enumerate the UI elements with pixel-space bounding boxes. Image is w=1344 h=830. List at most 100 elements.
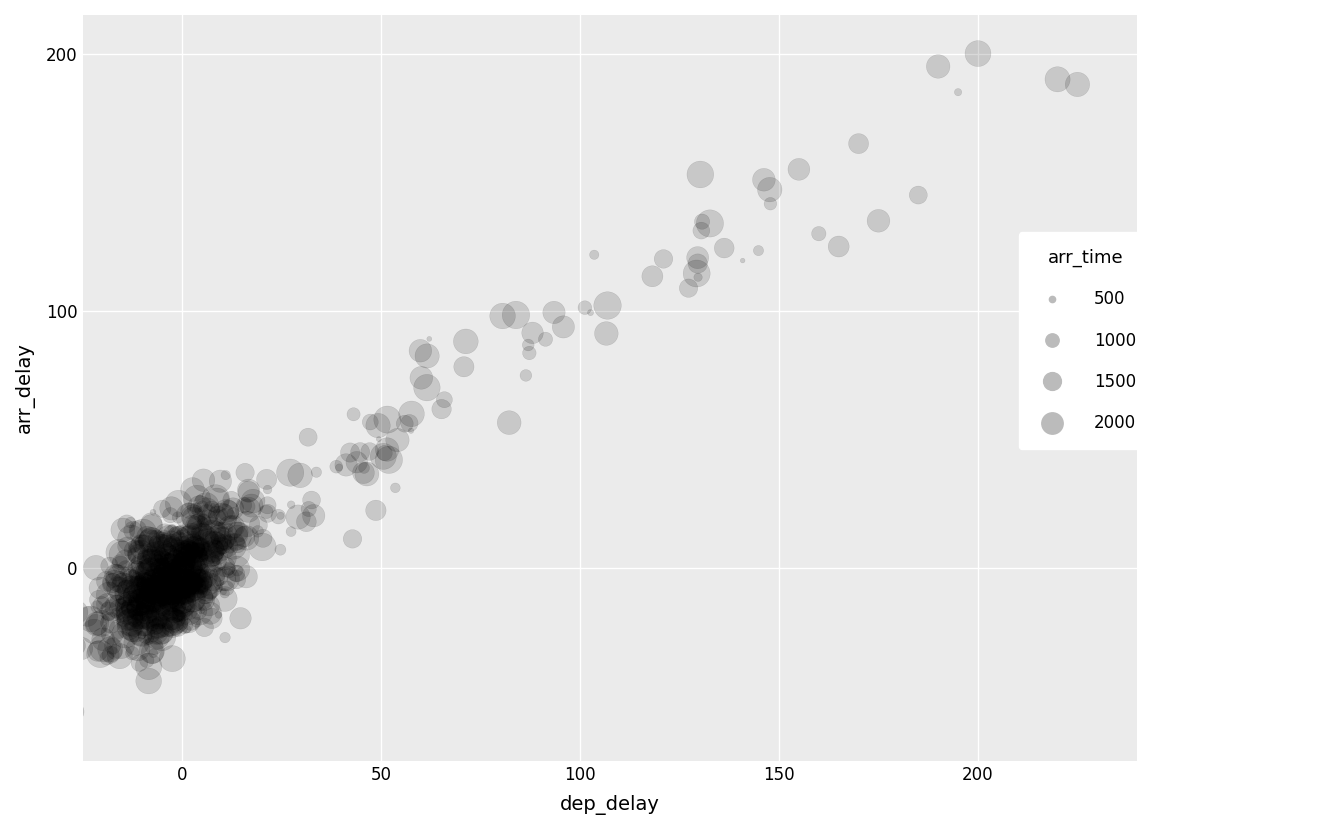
Point (220, 523, 242, 536)
Point (183, 547, 204, 560)
Point (125, 602, 146, 615)
Point (184, 571, 206, 584)
Point (543, 305, 564, 319)
Point (132, 540, 153, 554)
Point (93, 632, 114, 646)
Point (142, 582, 164, 595)
Point (116, 517, 137, 530)
Point (172, 529, 194, 542)
Point (164, 559, 185, 572)
Point (129, 607, 151, 620)
Point (160, 537, 181, 550)
Point (214, 551, 235, 564)
Point (161, 521, 183, 535)
Point (251, 540, 273, 554)
Point (180, 571, 202, 584)
Point (208, 525, 230, 539)
Point (157, 549, 179, 562)
Point (187, 543, 208, 556)
Point (192, 544, 214, 558)
Point (161, 577, 183, 590)
Point (136, 616, 157, 629)
Point (168, 532, 190, 545)
Point (125, 586, 146, 599)
Point (142, 647, 164, 660)
Point (184, 566, 206, 579)
Point (190, 525, 211, 539)
Point (219, 521, 241, 535)
Point (160, 572, 181, 585)
Point (216, 582, 238, 595)
Point (138, 565, 160, 579)
Point (140, 566, 161, 579)
Point (234, 530, 255, 544)
Point (161, 577, 183, 590)
Point (145, 557, 167, 570)
Point (191, 561, 212, 574)
Point (714, 242, 735, 255)
Point (194, 547, 215, 560)
Point (211, 510, 233, 523)
Point (187, 544, 208, 558)
Point (129, 657, 151, 670)
Point (173, 619, 195, 632)
Point (214, 587, 235, 600)
Point (99, 642, 121, 656)
Point (161, 600, 183, 613)
Point (125, 583, 146, 597)
Point (188, 605, 210, 618)
Point (187, 579, 208, 592)
Point (142, 639, 164, 652)
Point (226, 567, 247, 580)
Point (202, 612, 223, 625)
Point (102, 574, 124, 587)
Point (120, 572, 141, 585)
Point (130, 601, 152, 614)
Point (98, 608, 120, 622)
Point (176, 549, 198, 563)
Point (171, 577, 192, 590)
Point (167, 548, 188, 561)
Point (161, 527, 183, 540)
Point (157, 576, 179, 589)
Point (345, 456, 367, 469)
Point (267, 510, 289, 523)
Point (169, 524, 191, 537)
Point (788, 163, 809, 176)
Point (181, 581, 203, 594)
Point (192, 474, 214, 487)
Point (128, 583, 149, 597)
Point (149, 555, 171, 569)
Point (120, 610, 141, 623)
Point (187, 541, 208, 554)
Point (257, 506, 278, 520)
Point (109, 597, 130, 610)
Point (180, 573, 202, 586)
Point (222, 506, 243, 520)
Point (203, 544, 224, 558)
Point (126, 564, 148, 577)
Point (136, 654, 157, 667)
Point (109, 555, 130, 569)
Point (121, 647, 142, 660)
Point (223, 540, 245, 553)
Point (215, 468, 237, 481)
Point (116, 599, 137, 613)
Point (89, 581, 110, 594)
Point (126, 593, 148, 606)
Point (224, 535, 246, 549)
Point (118, 602, 140, 615)
Point (138, 593, 160, 606)
Point (198, 513, 219, 526)
Point (128, 642, 149, 656)
Point (179, 510, 200, 524)
Point (134, 579, 156, 592)
Point (117, 587, 138, 600)
Point (86, 618, 108, 632)
Point (117, 599, 138, 613)
Point (117, 607, 138, 620)
Point (142, 505, 164, 519)
Point (159, 590, 180, 603)
Point (188, 575, 210, 588)
Point (155, 563, 176, 576)
